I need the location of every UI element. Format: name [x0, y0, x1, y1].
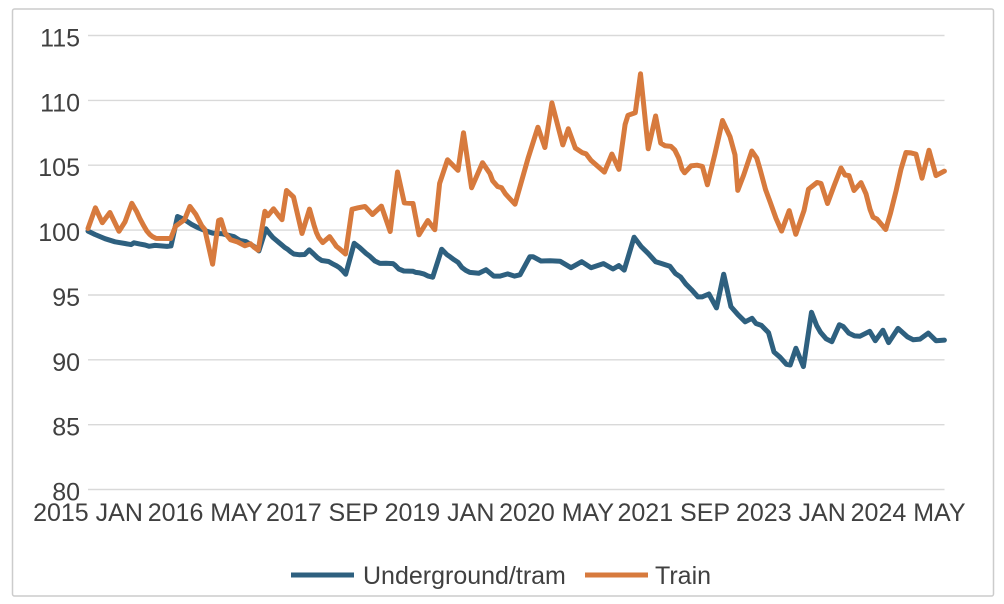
svg-text:2023 JAN: 2023 JAN	[736, 499, 846, 527]
svg-text:2016 MAY: 2016 MAY	[148, 499, 263, 527]
svg-text:90: 90	[52, 349, 80, 377]
svg-text:2021 SEP: 2021 SEP	[618, 499, 731, 527]
svg-text:2017 SEP: 2017 SEP	[266, 499, 379, 527]
svg-text:Underground/tram: Underground/tram	[363, 562, 566, 590]
svg-text:85: 85	[52, 414, 80, 442]
svg-text:2015 JAN: 2015 JAN	[33, 499, 143, 527]
svg-text:2020 MAY: 2020 MAY	[499, 499, 614, 527]
svg-text:110: 110	[40, 89, 80, 117]
svg-text:105: 105	[38, 154, 80, 182]
svg-text:2024 MAY: 2024 MAY	[851, 499, 966, 527]
svg-text:100: 100	[38, 219, 80, 247]
svg-text:80: 80	[52, 479, 80, 507]
svg-text:115: 115	[40, 25, 80, 53]
svg-text:95: 95	[52, 284, 80, 312]
svg-text:Train: Train	[655, 562, 711, 590]
svg-text:2019 JAN: 2019 JAN	[385, 499, 495, 527]
